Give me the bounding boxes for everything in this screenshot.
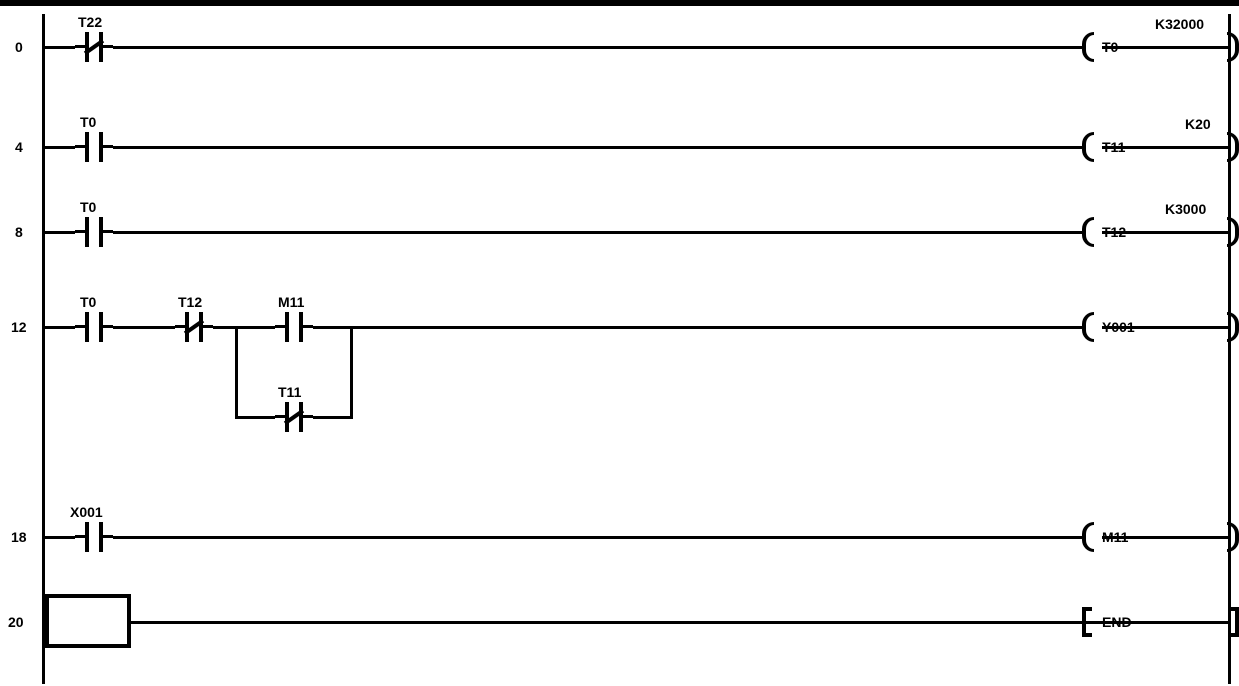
coil-label: M11 <box>1102 529 1128 545</box>
no-contact-X001 <box>75 522 113 552</box>
coil-T0 <box>1082 32 1102 62</box>
coil-right <box>1227 217 1239 247</box>
contact-label: T11 <box>278 384 301 400</box>
rung-line <box>45 326 1228 329</box>
coil-right <box>1227 32 1239 62</box>
rung-line <box>45 536 1228 539</box>
contact-label: T0 <box>80 294 96 310</box>
no-contact-T0 <box>75 217 113 247</box>
coil-label: T11 <box>1102 139 1125 155</box>
rung-line <box>45 46 1228 49</box>
rung-line <box>45 231 1228 234</box>
end-box-marker <box>45 594 131 648</box>
coil-right <box>1227 312 1239 342</box>
coil-Y001 <box>1082 312 1102 342</box>
contact-label: M11 <box>278 294 304 310</box>
branch-vertical-left <box>235 326 238 419</box>
rung-number: 20 <box>8 614 24 630</box>
coil-param: K3000 <box>1165 201 1206 217</box>
no-contact-M11 <box>275 312 313 342</box>
rung-number: 8 <box>15 224 23 240</box>
coil-param: K20 <box>1185 116 1211 132</box>
ladder-diagram: 0 T22 T0 K32000 4 T0 T11 K20 8 T0 T12 K3… <box>0 0 1239 686</box>
contact-label: T22 <box>78 14 102 30</box>
rung-number: 12 <box>11 319 27 335</box>
contact-label: T0 <box>80 199 96 215</box>
instruction-label: END <box>1102 614 1132 630</box>
right-power-rail <box>1228 14 1231 684</box>
instruction-bracket-right <box>1229 607 1239 637</box>
rung-line <box>45 621 1228 624</box>
coil-label: Y001 <box>1102 319 1135 335</box>
coil-T12 <box>1082 217 1102 247</box>
branch-vertical-right <box>350 326 353 419</box>
nc-contact-T12 <box>175 312 213 342</box>
coil-T11 <box>1082 132 1102 162</box>
coil-label: T0 <box>1102 39 1118 55</box>
left-power-rail <box>42 14 45 684</box>
contact-label: X001 <box>70 504 103 520</box>
coil-param: K32000 <box>1155 16 1204 32</box>
coil-right <box>1227 132 1239 162</box>
contact-label: T0 <box>80 114 96 130</box>
nc-contact-T11 <box>275 402 313 432</box>
rung-number: 4 <box>15 139 23 155</box>
coil-right <box>1227 522 1239 552</box>
instruction-bracket-left <box>1082 607 1092 637</box>
rung-number: 0 <box>15 39 23 55</box>
coil-M11 <box>1082 522 1102 552</box>
no-contact-T0 <box>75 312 113 342</box>
contact-label: T12 <box>178 294 202 310</box>
top-tick-marker <box>900 0 902 6</box>
rung-number: 18 <box>11 529 27 545</box>
nc-contact-T22 <box>75 32 113 62</box>
no-contact-T0 <box>75 132 113 162</box>
coil-label: T12 <box>1102 224 1126 240</box>
rung-line <box>45 146 1228 149</box>
